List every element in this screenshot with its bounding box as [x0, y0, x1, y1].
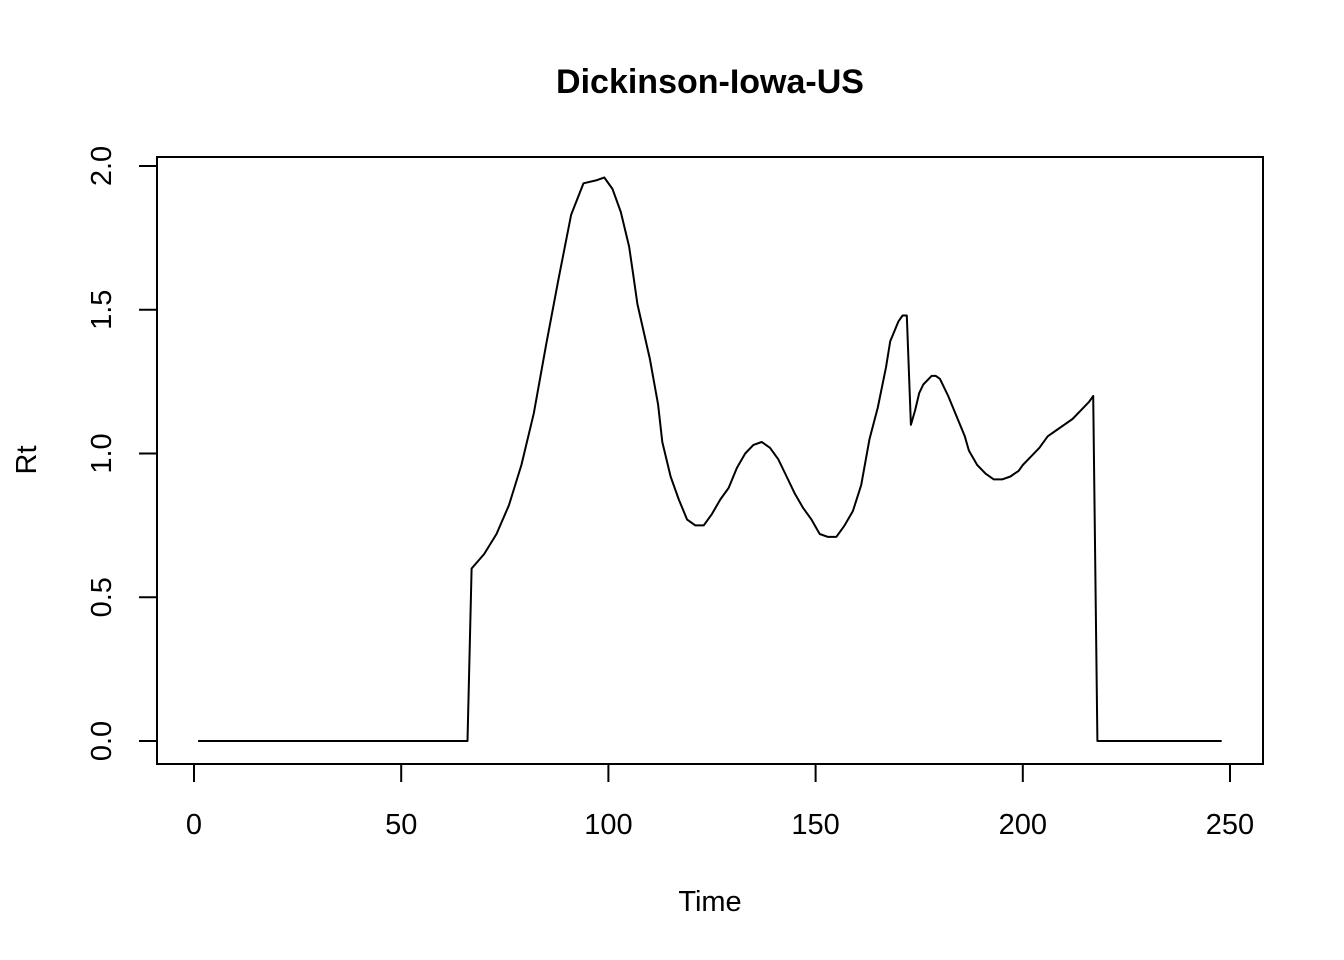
y-tick-label: 1.0 [86, 433, 118, 473]
y-axis-label: Rt [11, 446, 43, 475]
y-axis: 0.0 0.5 1.0 1.5 2.0 [86, 146, 158, 761]
y-tick-label: 0.0 [86, 721, 118, 761]
x-tick-label: 250 [1206, 809, 1254, 841]
y-tick-label: 1.5 [86, 290, 118, 330]
x-tick-label: 100 [584, 809, 632, 841]
x-tick-label: 150 [791, 809, 839, 841]
x-axis-label: Time [678, 886, 741, 918]
x-axis: 0 50 100 150 200 250 [186, 763, 1254, 841]
y-tick-label: 2.0 [86, 146, 118, 186]
x-tick-label: 200 [999, 809, 1047, 841]
y-tick-label: 0.5 [86, 577, 118, 617]
x-tick-label: 0 [186, 809, 202, 841]
chart-title: Dickinson-Iowa-US [556, 63, 864, 101]
x-tick-label: 50 [385, 809, 417, 841]
series-line [198, 176, 1222, 742]
